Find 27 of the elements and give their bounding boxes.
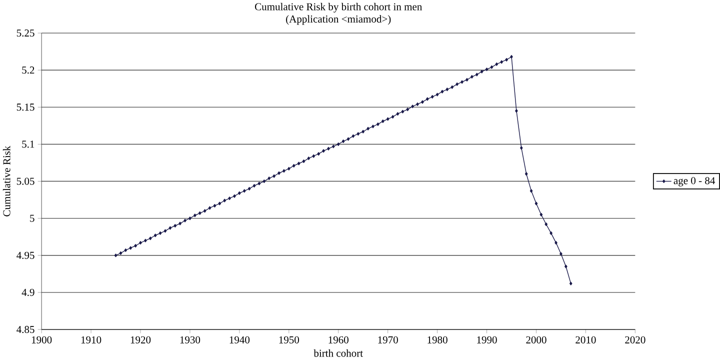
y-tick-label: 5: [30, 214, 34, 222]
x-tick-label: 1920: [130, 336, 151, 344]
x-tick-label: 2010: [576, 336, 596, 344]
x-axis-title: birth cohort: [314, 350, 363, 357]
x-tick-label: 1980: [428, 336, 448, 344]
y-tick-label: 4.85: [16, 326, 34, 334]
x-tick-label: 1930: [180, 336, 200, 344]
y-tick-label: 5.2: [22, 66, 34, 74]
x-tick-label: 1940: [230, 336, 250, 344]
legend-label: age 0 - 84: [674, 177, 716, 187]
y-tick-label: 4.9: [22, 289, 34, 296]
x-tick-label: 2020: [625, 336, 646, 344]
x-tick-label: 1900: [32, 336, 52, 344]
x-tick-label: 1990: [477, 336, 497, 344]
y-tick-label: 5.25: [16, 30, 34, 37]
x-tick-label: 1910: [81, 336, 102, 344]
x-tick-label: 1950: [279, 336, 300, 344]
x-tick-label: 1960: [328, 336, 348, 344]
y-tick-label: 5.05: [16, 178, 34, 185]
x-tick-label: 2000: [526, 336, 546, 344]
chart-subtitle: (Application <miamod>): [286, 15, 391, 25]
y-tick-label: 4.95: [16, 252, 34, 260]
x-tick-label: 1970: [378, 336, 398, 344]
y-axis-title: Cumulative Risk: [2, 146, 10, 216]
y-tick-label: 5.1: [22, 140, 34, 148]
chart-title: Cumulative Risk by birth cohort in men: [255, 3, 422, 13]
y-tick-label: 5.15: [16, 104, 34, 111]
